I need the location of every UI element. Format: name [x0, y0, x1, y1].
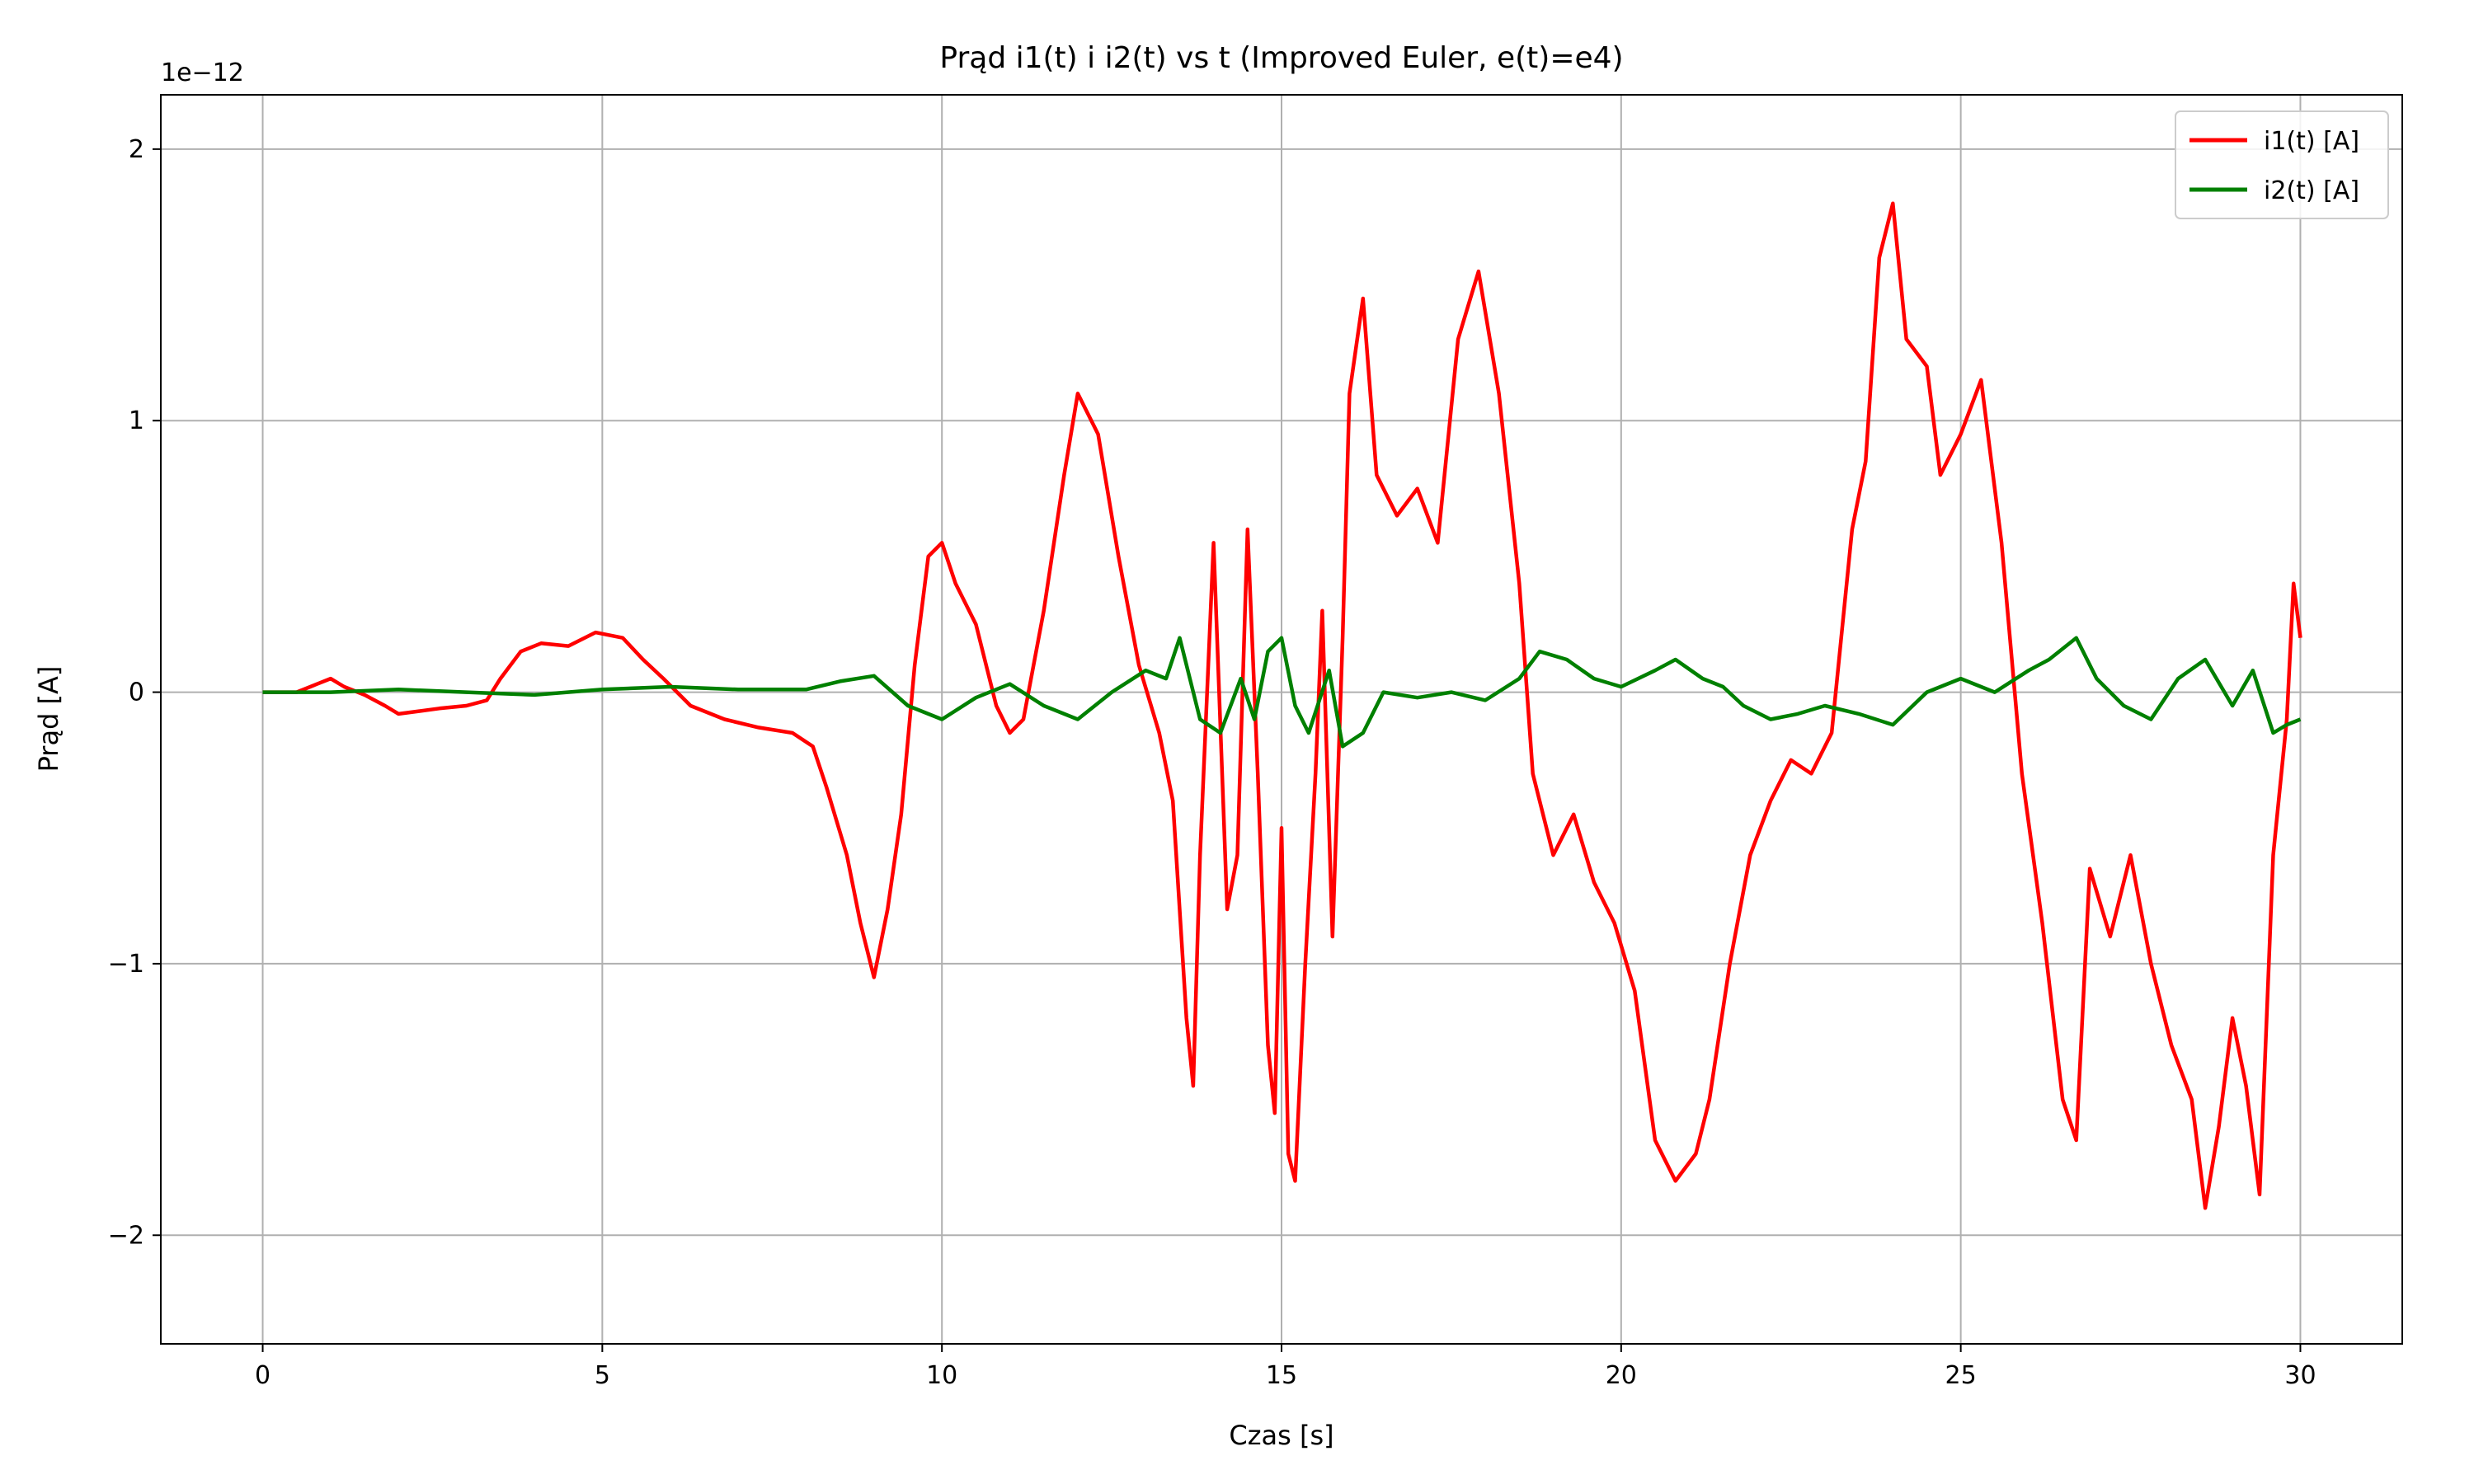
x-tick-label: 10 — [926, 1361, 957, 1390]
x-axis-label: Czas [s] — [1229, 1420, 1333, 1451]
x-tick-label: 0 — [255, 1361, 270, 1390]
series-lines — [262, 201, 2302, 1210]
x-tick-label: 30 — [2284, 1361, 2316, 1390]
y-axis-label: Prąd [A] — [33, 666, 64, 773]
y-tick-label: −2 — [108, 1221, 144, 1250]
y-axis-ticks: −2 −1 0 1 2 — [108, 135, 161, 1250]
legend-label-i2: i2(t) [A] — [2264, 176, 2359, 205]
x-tick-label: 15 — [1266, 1361, 1297, 1390]
chart-title: Prąd i1(t) i i2(t) vs t (Improved Euler,… — [939, 41, 1623, 75]
x-tick-label: 20 — [1606, 1361, 1637, 1390]
x-tick-label: 5 — [595, 1361, 610, 1390]
y-tick-label: 1 — [129, 406, 144, 435]
y-tick-label: 0 — [129, 679, 144, 707]
series-line-i2 — [262, 636, 2302, 749]
grid — [161, 95, 2402, 1344]
y-axis-offset-label: 1e−12 — [161, 59, 244, 87]
x-tick-label: 25 — [1945, 1361, 1977, 1390]
legend-label-i1: i1(t) [A] — [2264, 127, 2359, 156]
series-line-i1 — [262, 201, 2302, 1210]
y-tick-label: 2 — [129, 135, 144, 164]
legend: i1(t) [A] i2(t) [A] — [2175, 110, 2389, 219]
y-tick-label: −1 — [108, 950, 144, 979]
x-axis-ticks: 0 5 10 15 20 25 30 — [255, 1344, 2316, 1390]
